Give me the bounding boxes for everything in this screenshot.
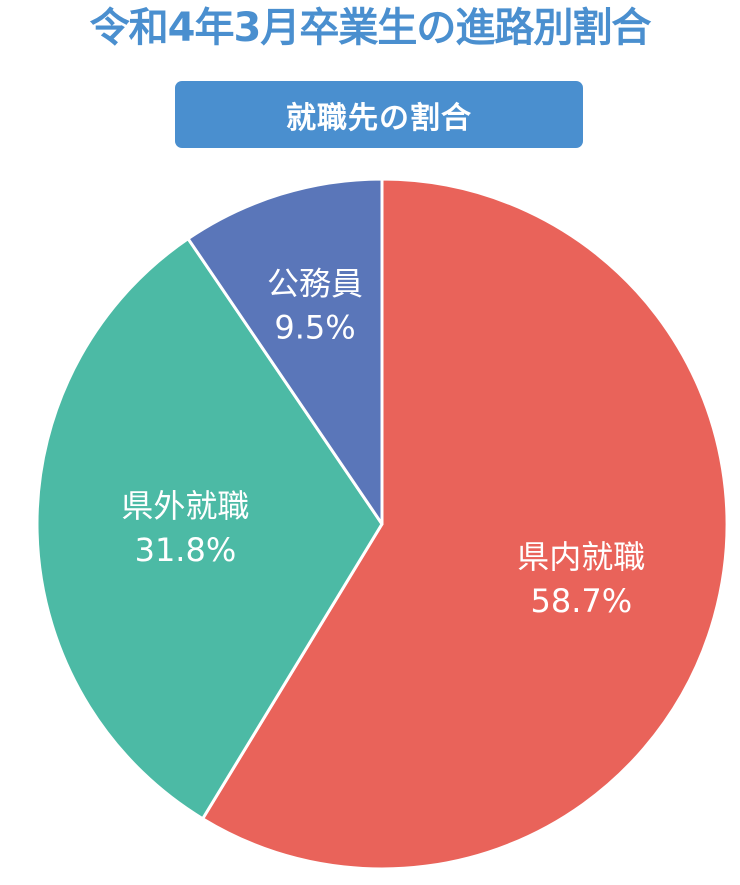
pie-labels: 県内就職 58.7% 県外就職 31.8% 公務員 9.5% [121, 264, 645, 620]
chart-title: 令和4年3月卒業生の進路別割合 [89, 5, 652, 51]
chart-subtitle: 就職先の割合 [286, 100, 472, 136]
pie-slices [35, 177, 729, 871]
slice-value-label: 31.8% [135, 531, 237, 569]
pie-slice [201, 177, 729, 871]
slice-category-label: 公務員 [267, 264, 363, 302]
pie-slice [186, 177, 384, 526]
slice-value-label: 9.5% [274, 308, 355, 346]
slice-value-label: 58.7% [530, 582, 632, 620]
slice-category-label: 県外就職 [121, 487, 249, 525]
subtitle-badge: 就職先の割合 [175, 81, 583, 148]
slice-category-label: 県内就職 [517, 538, 645, 576]
pie-slice [35, 237, 384, 821]
